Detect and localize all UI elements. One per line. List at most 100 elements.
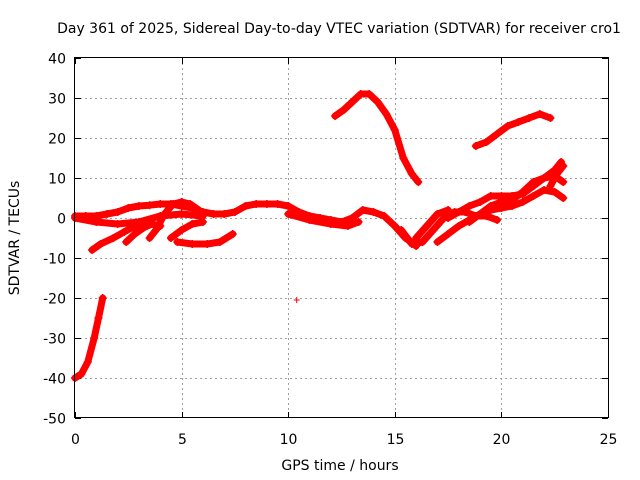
data-point-marker	[444, 230, 453, 238]
data-point-marker	[465, 202, 474, 210]
data-point-marker	[529, 192, 538, 200]
series-sat-h	[166, 218, 207, 242]
y-tick-label: 40	[48, 52, 66, 68]
data-point-marker	[173, 238, 182, 246]
data-point-marker	[546, 114, 555, 122]
data-point-marker	[418, 238, 427, 246]
series-sat-j	[331, 90, 423, 186]
data-point-marker	[203, 240, 212, 248]
data-point-marker	[252, 200, 261, 208]
series-sat-g	[173, 230, 237, 248]
data-point-marker	[230, 208, 239, 216]
data-point-marker	[134, 202, 143, 210]
data-point-marker	[482, 138, 491, 146]
data-point-marker	[465, 218, 474, 226]
data-point-marker	[326, 220, 335, 228]
data-point-marker	[88, 246, 97, 254]
series-outlier	[293, 297, 300, 303]
data-point-marker	[220, 210, 229, 218]
data-point-marker	[365, 90, 374, 98]
series-sat-q	[546, 162, 568, 190]
data-point-marker	[540, 174, 549, 182]
data-point-marker	[422, 222, 431, 230]
data-point-marker	[354, 218, 363, 226]
data-point-marker	[188, 220, 197, 228]
data-point-marker	[94, 314, 103, 322]
data-point-marker	[284, 210, 293, 218]
chart-title: Day 361 of 2025, Sidereal Day-to-day VTE…	[57, 21, 621, 37]
data-point-marker	[454, 208, 463, 216]
data-point-marker	[177, 226, 186, 234]
data-point-marker	[339, 106, 348, 114]
data-point-marker	[412, 234, 421, 242]
data-point-marker	[348, 214, 357, 222]
data-point-marker	[433, 238, 442, 246]
x-tick-label: 0	[71, 432, 80, 448]
data-point-marker	[444, 214, 453, 222]
x-axis-label: GPS time / hours	[281, 458, 398, 474]
data-point-marker	[546, 182, 555, 190]
data-point-marker	[147, 220, 156, 228]
data-point-marker	[497, 198, 506, 206]
series-sat-o	[465, 158, 566, 226]
data-series	[71, 90, 568, 382]
data-point-marker	[358, 206, 367, 214]
data-point-marker	[525, 114, 534, 122]
data-point-marker	[96, 240, 105, 248]
data-point-marker	[92, 218, 101, 226]
data-point-marker	[98, 294, 107, 302]
data-point-marker	[380, 212, 389, 220]
data-point-marker	[471, 142, 480, 150]
data-point-marker	[166, 234, 175, 242]
data-point-marker	[134, 218, 143, 226]
data-point-marker	[559, 194, 568, 202]
data-point-marker	[514, 118, 523, 126]
data-point-marker	[169, 200, 178, 208]
x-tick-label: 5	[178, 432, 187, 448]
data-point-marker	[356, 90, 365, 98]
data-point-marker	[122, 238, 131, 246]
y-tick-label: 20	[48, 132, 66, 148]
data-point-marker	[188, 240, 197, 248]
series-trace	[167, 218, 207, 242]
data-point-marker	[186, 200, 195, 208]
data-point-marker	[215, 238, 224, 246]
data-point-marker	[177, 198, 186, 206]
data-point-marker	[476, 198, 485, 206]
data-point-marker	[102, 210, 111, 218]
data-point-marker	[83, 358, 92, 366]
data-point-marker	[177, 210, 186, 218]
grid-lines	[75, 58, 608, 418]
data-point-marker	[493, 216, 502, 224]
data-point-marker	[429, 226, 438, 234]
y-tick-label: 30	[48, 92, 66, 108]
data-point-marker	[139, 224, 148, 232]
series-trace	[444, 172, 567, 222]
data-point-marker	[486, 202, 495, 210]
data-point-marker	[559, 178, 568, 186]
y-tick-label: 0	[57, 212, 66, 228]
data-point-marker	[373, 98, 382, 106]
data-point-marker	[113, 220, 122, 228]
data-point-marker	[529, 178, 538, 186]
series-sat-l	[412, 206, 453, 242]
data-point-marker	[369, 208, 378, 216]
y-axis-label: SDTVAR / TECUs	[7, 181, 23, 296]
data-point-marker	[454, 222, 463, 230]
data-point-marker	[518, 188, 527, 196]
data-point-marker	[198, 218, 207, 226]
data-point-marker	[382, 110, 391, 118]
data-point-marker	[493, 130, 502, 138]
series-sat-f	[145, 198, 203, 242]
x-tick-label: 25	[600, 432, 618, 448]
series-trace	[412, 206, 452, 242]
series-sat-i	[284, 210, 363, 230]
outlier-point-marker	[293, 297, 300, 303]
data-point-marker	[145, 234, 154, 242]
data-point-marker	[550, 188, 559, 196]
data-point-marker	[120, 228, 129, 236]
data-point-marker	[407, 240, 416, 248]
data-point-marker	[552, 170, 561, 178]
series-trace	[173, 230, 237, 248]
